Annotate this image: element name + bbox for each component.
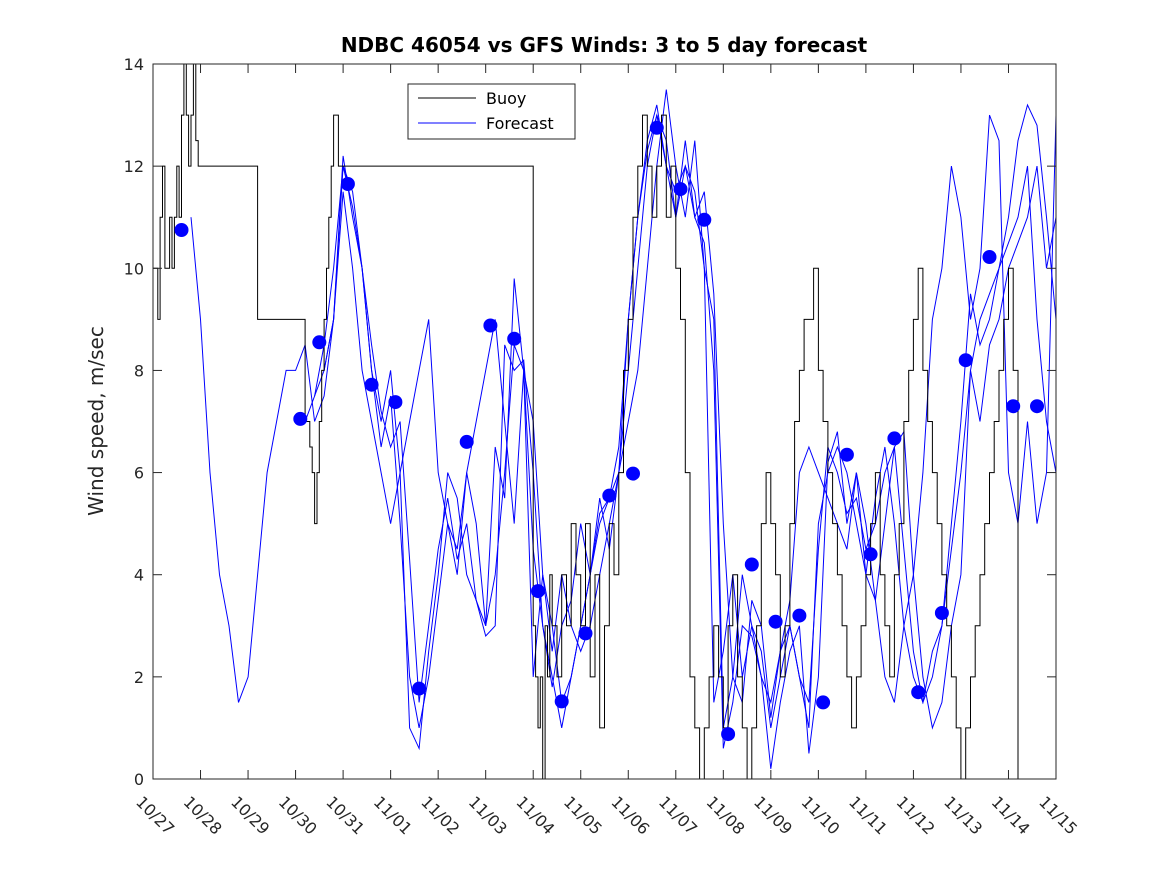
y-tick-label: 6	[134, 464, 144, 483]
forecast-marker	[721, 727, 736, 742]
forecast-marker	[602, 488, 617, 503]
y-tick-label: 2	[134, 668, 144, 687]
forecast-marker	[887, 431, 902, 446]
legend: Buoy Forecast	[407, 83, 576, 140]
forecast-marker	[744, 557, 759, 572]
forecast-marker	[673, 182, 688, 197]
y-tick-label: 0	[134, 770, 144, 789]
y-tick-label: 10	[124, 259, 144, 278]
forecast-marker	[792, 608, 807, 623]
forecast-marker	[626, 466, 640, 481]
plot-frame	[152, 63, 1057, 780]
y-tick-label: 4	[134, 566, 144, 585]
forecast-marker	[293, 411, 308, 426]
forecast-marker	[340, 177, 355, 191]
legend-box	[407, 83, 576, 140]
forecast-marker	[958, 353, 973, 368]
forecast-marker	[554, 694, 569, 709]
buoy-line	[153, 64, 1023, 779]
forecast-marker	[412, 681, 427, 696]
forecast-marker	[364, 377, 379, 392]
forecast-marker	[839, 447, 854, 462]
forecast-marker	[483, 318, 498, 333]
forecast-marker	[649, 120, 664, 135]
forecast-marker	[578, 626, 593, 641]
forecast-marker	[531, 584, 545, 599]
forecast-marker	[312, 335, 327, 350]
forecast-marker	[863, 547, 878, 562]
forecast-marker	[1006, 399, 1021, 414]
y-axis-title: Wind speed, m/sec	[84, 326, 108, 516]
forecast-marker	[697, 212, 712, 227]
y-tick-label: 12	[124, 157, 144, 176]
forecast-marker	[1030, 399, 1044, 414]
forecast-marker	[768, 614, 783, 629]
forecast-marker	[911, 685, 926, 700]
chart-title: NDBC 46054 vs GFS Winds: 3 to 5 day fore…	[341, 33, 868, 57]
forecast-marker	[934, 606, 949, 620]
forecast-marker	[507, 331, 522, 346]
forecast-line-3	[314, 104, 1056, 769]
legend-forecast-label: Forecast	[486, 114, 554, 133]
y-tick-label: 14	[124, 55, 144, 74]
forecast-marker	[816, 695, 831, 710]
forecast-marker	[388, 395, 403, 410]
forecast-marker	[459, 434, 474, 449]
y-tick-label: 8	[134, 361, 144, 380]
forecast-line-4	[323, 103, 1056, 718]
forecast-marker	[982, 250, 997, 264]
forecast-marker	[174, 223, 189, 237]
legend-buoy-label: Buoy	[486, 89, 526, 108]
